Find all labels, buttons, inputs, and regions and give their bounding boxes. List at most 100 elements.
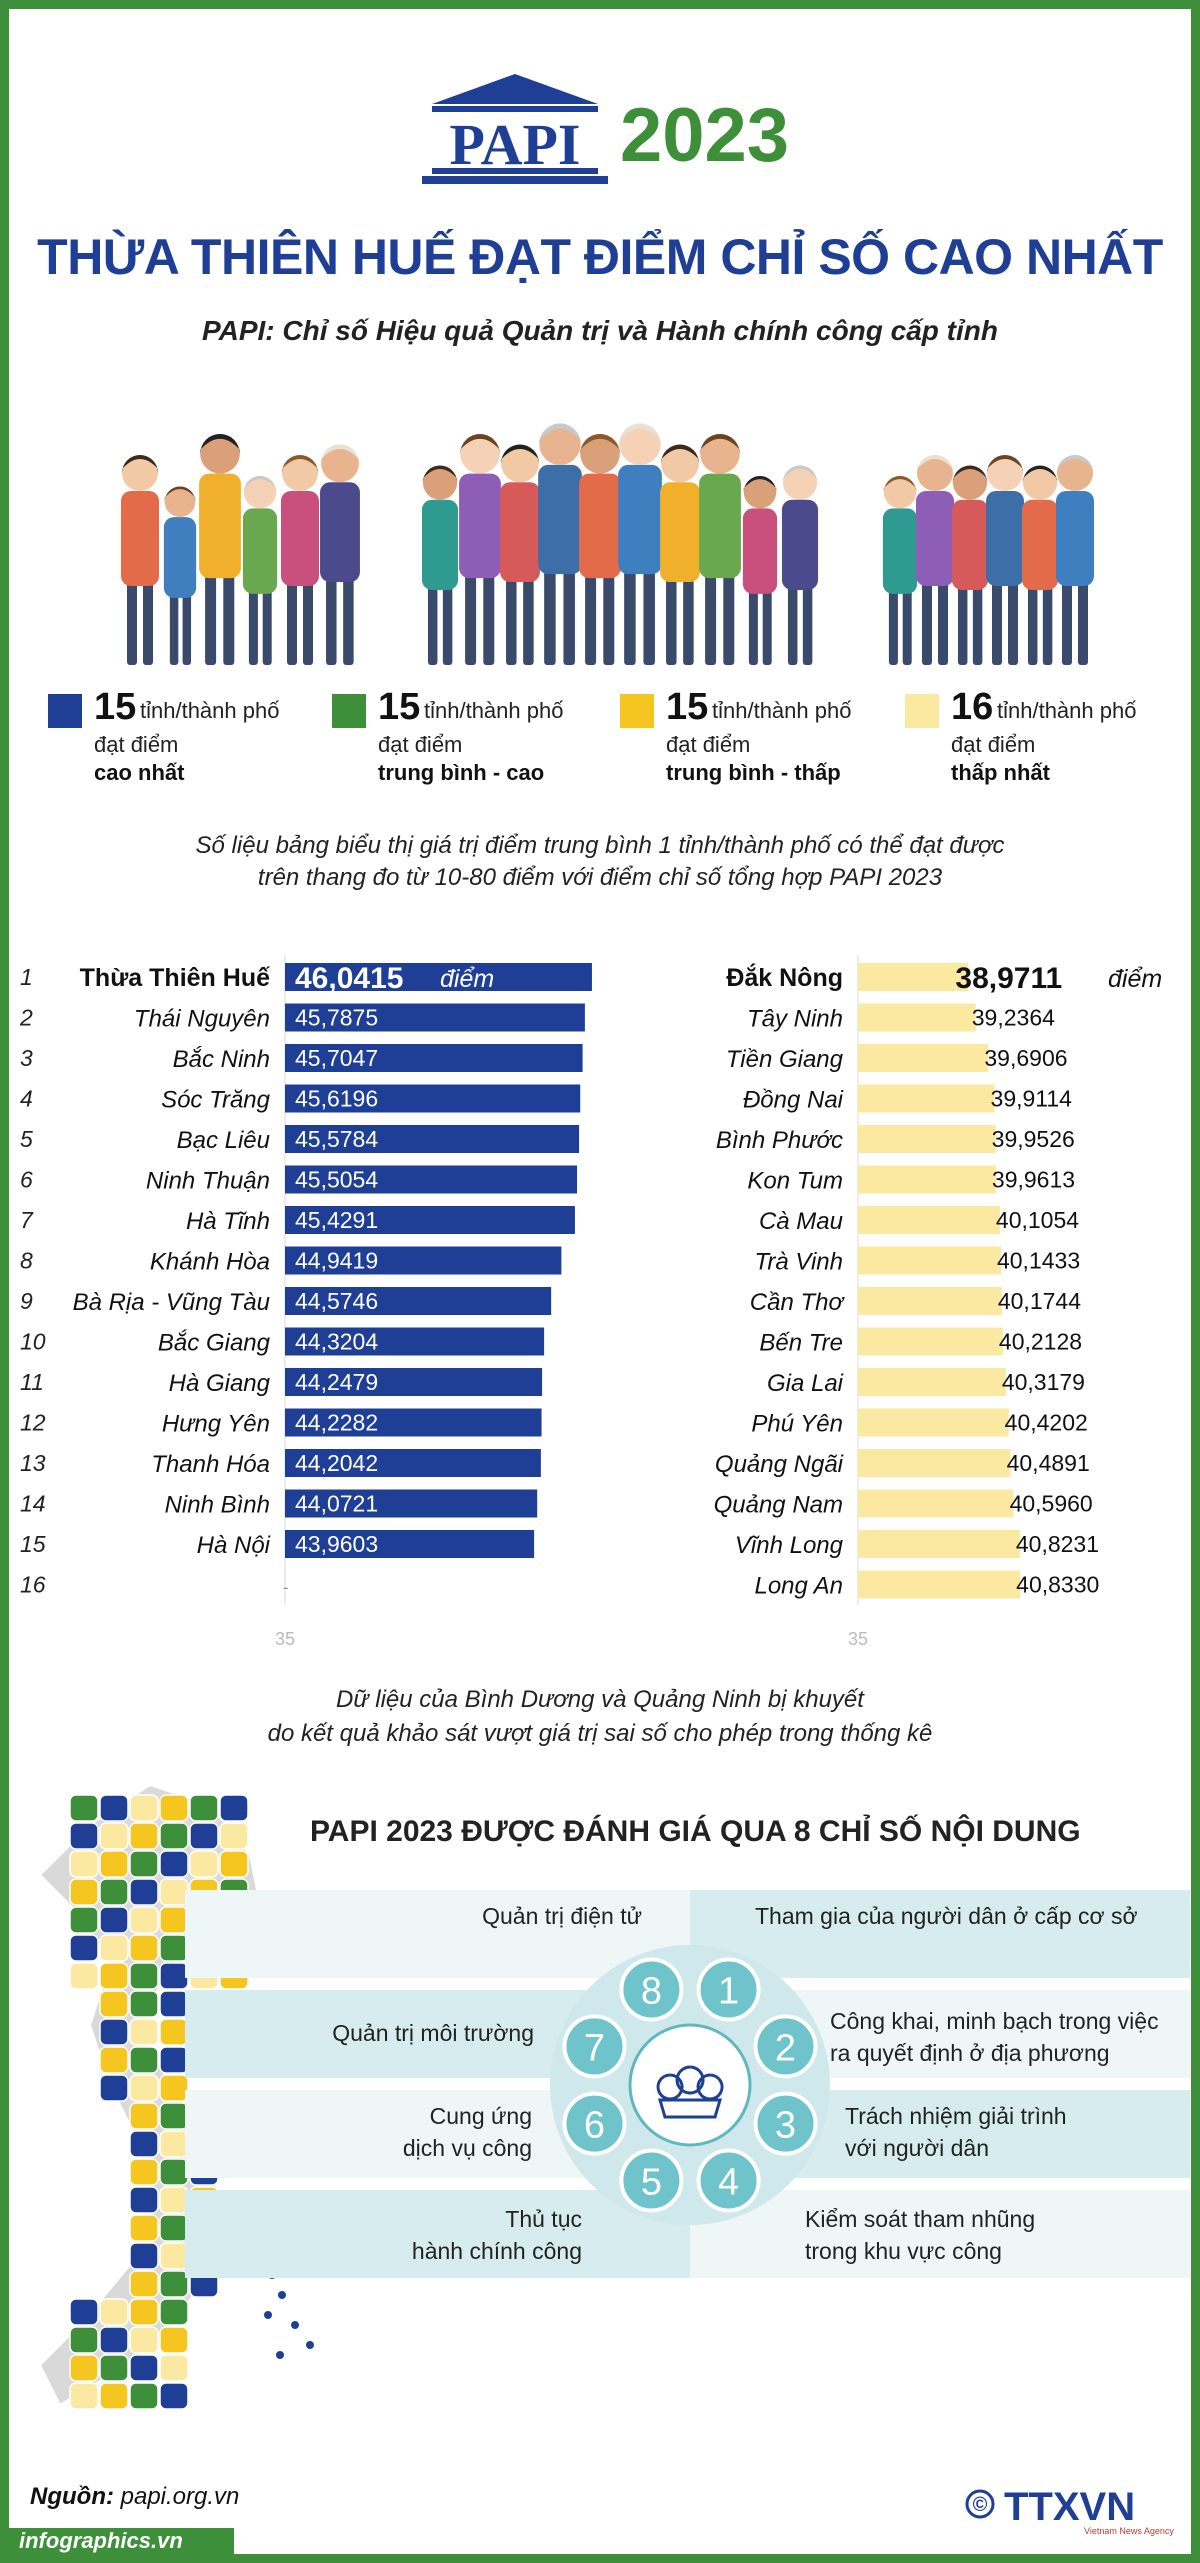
rank-label: 8 [20, 1248, 33, 1274]
left-bar [285, 1530, 535, 1558]
map-island [276, 2351, 284, 2359]
left-category-label: Thái Nguyên [134, 1006, 270, 1033]
person-head [539, 423, 581, 465]
person-torso [660, 482, 700, 583]
map-province [129, 1906, 159, 1934]
left-category-label: Hà Nội [197, 1532, 271, 1559]
rank-label: 3 [20, 1045, 33, 1071]
person-torso [699, 473, 741, 579]
person-figure [121, 455, 159, 665]
map-province [189, 1794, 219, 1822]
indicator-badge [562, 2091, 627, 2156]
papi-logo: PAPI [422, 74, 608, 184]
person-leg [223, 572, 235, 665]
map-province [129, 2242, 159, 2270]
person-figure [1056, 455, 1094, 665]
rank-label: 10 [20, 1329, 46, 1355]
person-torso [986, 491, 1024, 586]
indicator-7-label: Quản trị môi trường [250, 2017, 534, 2049]
band-row4-left [185, 2190, 690, 2278]
person-figure [163, 486, 197, 665]
agency-name: TTXVN [1004, 2485, 1135, 2529]
person-leg [483, 572, 495, 665]
map-province [99, 2074, 129, 2102]
person-figure [421, 465, 459, 665]
indicator-badge [696, 2148, 761, 2213]
left-category-label: Bắc Ninh [173, 1046, 270, 1073]
right-bar [858, 1489, 1014, 1518]
left-category-label: Ninh Bình [165, 1492, 270, 1519]
legend-line3: thấp nhất [951, 760, 1050, 785]
indicator-number: 5 [641, 2162, 662, 2204]
left-bar [285, 1489, 538, 1518]
right-value-label: 39,6906 [984, 1045, 1067, 1071]
indicator-2-text-line2: ra quyết định ở địa phương [830, 2040, 1110, 2066]
indicator-5-label: Thủ tục hành chính công [300, 2203, 582, 2267]
year-label: 2023 [620, 93, 790, 178]
map-province [69, 1822, 99, 1850]
map-province [69, 1794, 99, 1822]
left-bar [285, 1125, 580, 1153]
missing-data-note-line2: do kết quả khảo sát vượt giá trị sai số … [267, 1720, 933, 1747]
map-province [69, 1962, 99, 1990]
person-head [700, 434, 740, 474]
legend-line3: trung bình - cao [378, 760, 545, 785]
indicator-5-text-line2: hành chính công [411, 2238, 582, 2264]
person-head [321, 444, 359, 483]
indicator-6-text-line1: Cung ứng [429, 2103, 532, 2129]
right-value-label: 40,1744 [998, 1288, 1081, 1314]
band-row1-right [690, 1890, 1190, 1978]
person-leg [643, 568, 655, 665]
right-category-label: Trà Vinh [755, 1249, 844, 1276]
map-province [159, 2214, 189, 2242]
indicator-8-text: Quản trị điện tử [482, 1903, 642, 1929]
people-illustration [121, 423, 1094, 665]
map-province [129, 2158, 159, 2186]
person-torso [421, 499, 459, 590]
right-category-label: Cần Thơ [750, 1289, 846, 1316]
map-island [264, 2311, 272, 2319]
map-province [99, 1878, 129, 1906]
person-torso [742, 508, 778, 594]
person-figure [916, 455, 954, 665]
rank-label: 15 [20, 1531, 46, 1557]
person-leg [465, 572, 477, 665]
person-figure [500, 444, 540, 665]
left-category-label: Hà Tĩnh [186, 1208, 270, 1235]
indicator-badge [562, 2014, 627, 2079]
map-province [189, 1822, 219, 1850]
person-leg [205, 572, 217, 665]
legend-line2: đạt điểm [666, 732, 751, 757]
person-figure [281, 455, 319, 665]
left-category-label: Khánh Hòa [150, 1249, 270, 1276]
person-torso [579, 473, 621, 579]
right-bar [858, 1287, 1002, 1315]
person-leg [723, 572, 735, 665]
indicator-1-text: Tham gia của người dân ở cấp cơ sở [755, 1903, 1138, 1929]
person-hair [619, 423, 661, 445]
person-leg [248, 589, 258, 665]
people-meeting-icon [656, 2065, 724, 2119]
left-value-label: 45,6196 [295, 1086, 378, 1112]
person-figure [199, 434, 241, 665]
left-category-label: Bà Rịa - Vũng Tàu [73, 1289, 270, 1316]
map-province [99, 2354, 129, 2382]
left-category-label: Thừa Thiên Huế [80, 964, 270, 992]
person-hair [700, 434, 740, 454]
person-leg [182, 593, 192, 665]
map-province [159, 1906, 189, 1934]
indicator-badge [696, 1957, 761, 2022]
indicator-1-label: Tham gia của người dân ở cấp cơ sở [755, 1900, 1185, 1932]
indicator-number: 7 [584, 2027, 605, 2069]
person-hair [661, 444, 699, 464]
right-value-label: 40,4891 [1007, 1450, 1090, 1476]
indicator-number: 2 [775, 2027, 796, 2069]
map-island [291, 2321, 299, 2329]
indicator-number: 6 [584, 2105, 605, 2147]
map-province [99, 1934, 129, 1962]
legend-line1: tỉnh/thành phố [712, 698, 852, 723]
source-link[interactable]: papi.org.vn [120, 2483, 240, 2510]
person-leg [938, 581, 948, 665]
right-value-label: 40,3179 [1002, 1369, 1085, 1395]
map-province [129, 1878, 159, 1906]
